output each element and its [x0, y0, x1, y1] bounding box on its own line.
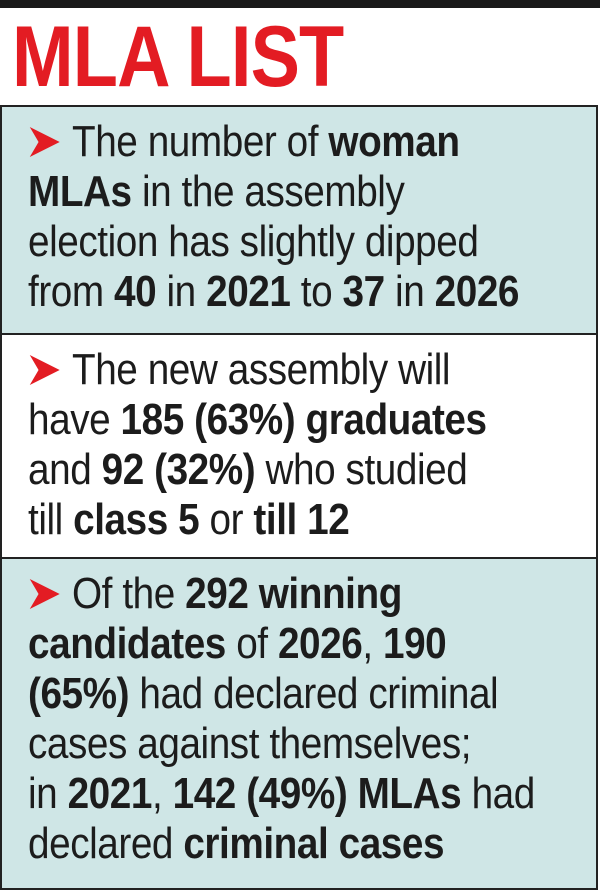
body-text: and — [28, 445, 102, 494]
bold-text: MLAs — [28, 167, 132, 216]
body-text: in — [28, 769, 68, 818]
text-line: election has slightly dipped — [28, 217, 591, 267]
body-text: or — [199, 495, 254, 544]
list-item-text: The new assembly will have 185 (63%) grad… — [28, 345, 591, 545]
body-text: The new assembly will — [72, 345, 451, 394]
text-line: in 2021, 142 (49%) MLAs had — [28, 769, 591, 819]
body-text: in — [384, 267, 435, 316]
bold-text: 292 winning — [185, 569, 402, 618]
text-line: and 92 (32%) who studied — [28, 445, 591, 495]
text-line: have 185 (63%) graduates — [28, 395, 591, 445]
bold-text: 2021 — [67, 769, 153, 818]
text-line: declared criminal cases — [28, 819, 591, 869]
chevron-arrow-icon — [28, 125, 61, 159]
list-item-text: Of the 292 winning candidates of 2026, 19… — [28, 569, 591, 869]
list-item-education: The new assembly will have 185 (63%) grad… — [2, 333, 596, 559]
bold-text: criminal cases — [183, 819, 445, 868]
bold-text: 40 — [114, 267, 157, 316]
body-text: in the assembly — [131, 167, 405, 216]
bold-text: 92 (32%) — [101, 445, 256, 494]
bold-text: till 12 — [253, 495, 350, 544]
body-text: , — [151, 769, 173, 818]
text-line: The number of woman — [28, 117, 591, 167]
body-text: election has slightly dipped — [28, 217, 479, 266]
body-text: to — [290, 267, 343, 316]
bold-text: (65%) — [28, 669, 130, 718]
body-text: of — [225, 619, 278, 668]
text-line: candidates of 2026, 190 — [28, 619, 591, 669]
top-rule — [0, 0, 600, 8]
bold-text: 2021 — [206, 267, 291, 316]
body-text: have — [28, 395, 121, 444]
chevron-arrow-icon — [28, 577, 61, 611]
bold-text: 142 (49%) MLAs — [172, 769, 462, 818]
bold-text: 2026 — [434, 267, 520, 316]
body-text: cases against themselves; — [28, 719, 472, 768]
bold-text: class 5 — [73, 495, 200, 544]
text-line: The new assembly will — [28, 345, 591, 395]
list-item-women-mlas: The number of woman MLAs in the assembly e… — [2, 107, 596, 333]
body-text: , — [362, 619, 383, 668]
bold-text: 185 (63%) graduates — [120, 395, 488, 444]
text-line: Of the 292 winning — [28, 569, 591, 619]
body-text: had declared criminal — [129, 669, 499, 718]
text-line: cases against themselves; — [28, 719, 591, 769]
page-title: MLA LIST — [12, 9, 344, 105]
body-text: Of the — [72, 569, 186, 618]
text-line: MLAs in the assembly — [28, 167, 591, 217]
body-text: from — [28, 267, 115, 316]
bold-text: candidates — [28, 619, 226, 668]
bold-text: 190 — [382, 619, 447, 668]
text-line: from 40 in 2021 to 37 in 2026 — [28, 267, 591, 317]
bold-text: 37 — [342, 267, 386, 316]
text-line: till class 5 or till 12 — [28, 495, 591, 545]
body-text: declared — [28, 819, 184, 868]
body-text: till — [28, 495, 74, 544]
chevron-arrow-icon — [28, 353, 61, 387]
bold-text: 2026 — [277, 619, 363, 668]
list-item-text: The number of woman MLAs in the assembly e… — [28, 117, 591, 317]
body-text: in — [156, 267, 207, 316]
list-item-criminal-cases: Of the 292 winning candidates of 2026, 19… — [2, 559, 596, 888]
body-text: had — [461, 769, 536, 818]
text-line: (65%) had declared criminal — [28, 669, 591, 719]
bold-text: woman — [328, 117, 460, 166]
body-text: who studied — [255, 445, 468, 494]
body-text: The number of — [72, 117, 329, 166]
list-frame: The number of woman MLAs in the assembly e… — [0, 105, 598, 890]
